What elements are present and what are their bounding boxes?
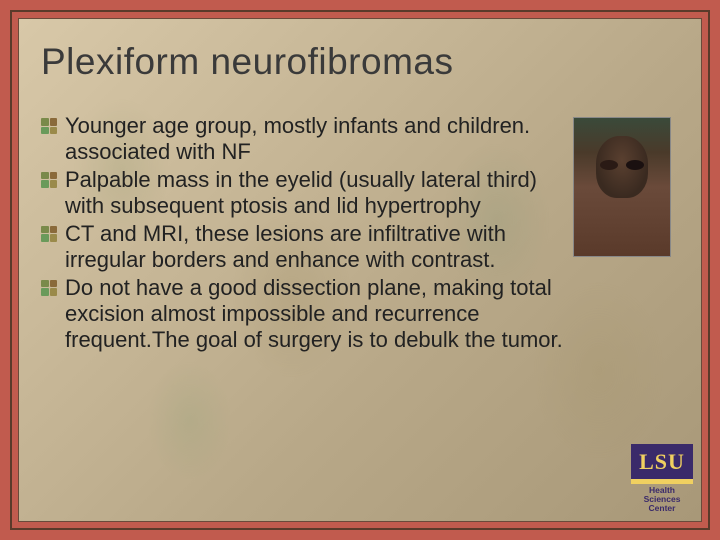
slide-title: Plexiform neurofibromas xyxy=(41,41,671,83)
list-item: Do not have a good dissection plane, mak… xyxy=(41,275,563,353)
logo-caption: Health Sciences Center xyxy=(631,486,693,513)
slide-inner-frame: Plexiform neurofibromas Younger age grou… xyxy=(18,18,702,522)
bullet-text: Do not have a good dissection plane, mak… xyxy=(65,275,563,353)
list-item: Palpable mass in the eyelid (usually lat… xyxy=(41,167,563,219)
bullet-icon xyxy=(41,118,57,134)
bullet-icon xyxy=(41,172,57,188)
clinical-photo xyxy=(573,117,671,257)
slide-body: Younger age group, mostly infants and ch… xyxy=(41,113,671,355)
bullet-icon xyxy=(41,226,57,242)
slide-outer-frame: Plexiform neurofibromas Younger age grou… xyxy=(10,10,710,530)
logo-line: Center xyxy=(649,503,676,513)
logo-abbrev: LSU xyxy=(631,444,693,479)
list-item: CT and MRI, these lesions are infiltrati… xyxy=(41,221,563,273)
bullet-text: CT and MRI, these lesions are infiltrati… xyxy=(65,221,563,273)
lsu-logo: LSU Health Sciences Center xyxy=(631,444,693,513)
bullet-text: Palpable mass in the eyelid (usually lat… xyxy=(65,167,563,219)
bullet-icon xyxy=(41,280,57,296)
list-item: Younger age group, mostly infants and ch… xyxy=(41,113,563,165)
bullet-list: Younger age group, mostly infants and ch… xyxy=(41,113,563,355)
bullet-text: Younger age group, mostly infants and ch… xyxy=(65,113,563,165)
logo-underline xyxy=(631,479,693,484)
slide-content: Plexiform neurofibromas Younger age grou… xyxy=(19,19,701,521)
